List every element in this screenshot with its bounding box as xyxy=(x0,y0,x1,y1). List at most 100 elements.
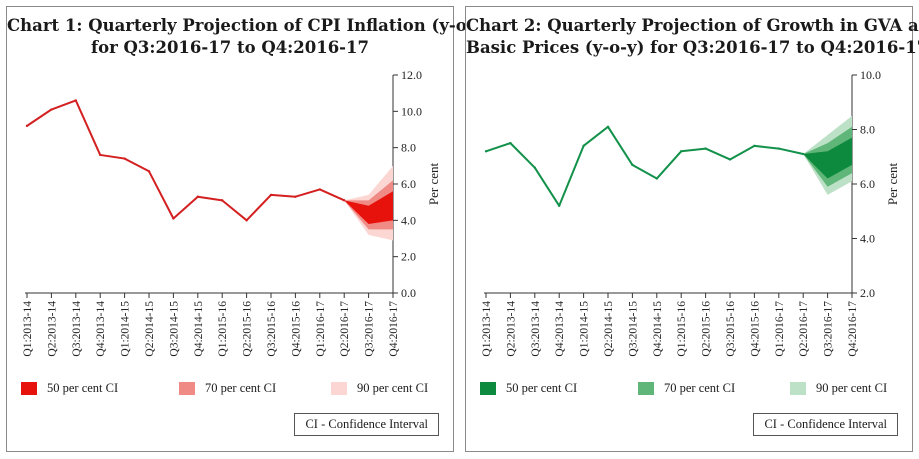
data-point xyxy=(509,141,512,145)
y-tick-label: 4.0 xyxy=(860,232,875,246)
y-tick-label: 6.0 xyxy=(860,177,875,191)
x-tick-label: Q3:2015-16 xyxy=(266,301,278,357)
legend-item-ci90: 90 per cent CI xyxy=(331,381,428,396)
data-point xyxy=(680,150,683,153)
x-tick-label: Q1:2016-17 xyxy=(315,301,327,357)
chart-title: Chart 2: Quarterly Projection of Growth … xyxy=(466,15,919,59)
x-tick-label: Q4:2014-15 xyxy=(652,301,664,357)
x-tick-label: Q1:2013-14 xyxy=(481,301,493,357)
y-axis-label: Per cent xyxy=(885,162,900,205)
series-line xyxy=(26,99,345,222)
ci-note: CI - Confidence Interval xyxy=(753,413,898,436)
x-tick-label: Q2:2015-16 xyxy=(701,301,713,357)
legend-item-ci70: 70 per cent CI xyxy=(179,381,276,396)
x-tick-label: Q4:2014-15 xyxy=(193,301,205,357)
data-point xyxy=(728,158,732,161)
x-tick-label: Q3:2014-15 xyxy=(168,301,180,357)
data-point xyxy=(802,152,805,156)
legend-item-ci70: 70 per cent CI xyxy=(638,381,735,396)
series-line xyxy=(485,125,804,207)
y-tick-label: 6.0 xyxy=(401,177,416,191)
cpi-inflation-chart-panel: Chart 1: Quarterly Projection of CPI Inf… xyxy=(6,6,491,452)
x-tick-label: Q1:2015-16 xyxy=(676,301,688,357)
x-tick-label: Q2:2016-17 xyxy=(339,301,351,357)
legend-item-ci50: 50 per cent CI xyxy=(21,381,118,396)
y-tick-label: 0.0 xyxy=(401,286,416,300)
legend-label-ci90: 90 per cent CI xyxy=(816,381,888,395)
data-point xyxy=(99,153,102,157)
data-point xyxy=(753,144,756,148)
chart-legend: 50 per cent CI 70 per cent CI 90 per cen… xyxy=(478,381,900,401)
ci50-band xyxy=(803,137,852,179)
legend-swatch-ci50 xyxy=(480,382,496,395)
x-tick-label: Q2:2016-17 xyxy=(798,301,810,357)
chart-title-line-2: Basic Prices (y-o-y) for Q3:2016-17 to Q… xyxy=(466,38,919,57)
y-tick-label: 8.0 xyxy=(860,123,875,137)
data-point xyxy=(294,195,297,198)
legend-swatch-ci70 xyxy=(179,382,195,395)
x-tick-label: Q1:2016-17 xyxy=(774,301,786,357)
x-tick-label: Q4:2016-17 xyxy=(847,301,859,357)
x-tick-label: Q2:2015-16 xyxy=(242,301,254,357)
data-point xyxy=(318,188,321,191)
x-tick-label: Q1:2013-14 xyxy=(22,301,34,357)
data-point xyxy=(533,166,536,169)
y-tick-label: 12.0 xyxy=(401,68,422,82)
chart-legend: 50 per cent CI 70 per cent CI 90 per cen… xyxy=(19,381,441,401)
legend-label-ci90: 90 per cent CI xyxy=(357,381,429,395)
data-point xyxy=(777,147,780,150)
ci50-band xyxy=(344,191,393,224)
data-point xyxy=(558,204,561,207)
data-point xyxy=(74,99,78,102)
x-tick-label: Q4:2015-16 xyxy=(290,301,302,357)
chart-title-line-1: Chart 2: Quarterly Projection of Growth … xyxy=(466,16,919,35)
y-tick-label: 10.0 xyxy=(401,104,422,118)
x-tick-label: Q3:2015-16 xyxy=(725,301,737,357)
x-tick-label: Q2:2013-14 xyxy=(46,301,58,357)
data-point xyxy=(147,170,151,173)
legend-label-ci50: 50 per cent CI xyxy=(506,381,578,395)
x-tick-label: Q4:2016-17 xyxy=(388,301,400,357)
chart-title-line-1: Chart 1: Quarterly Projection of CPI Inf… xyxy=(7,16,491,35)
x-tick-label: Q4:2013-14 xyxy=(554,301,566,357)
x-tick-label: Q3:2014-15 xyxy=(627,301,639,357)
ci-note: CI - Confidence Interval xyxy=(294,413,439,436)
x-tick-label: Q3:2013-14 xyxy=(71,301,83,357)
x-tick-label: Q1:2014-15 xyxy=(120,301,132,357)
data-point xyxy=(123,157,126,160)
y-tick-label: 8.0 xyxy=(401,141,416,155)
x-tick-label: Q2:2013-14 xyxy=(505,301,517,357)
legend-swatch-ci90 xyxy=(790,382,806,395)
legend-label-ci70: 70 per cent CI xyxy=(664,381,736,395)
x-tick-label: Q2:2014-15 xyxy=(603,301,615,357)
legend-swatch-ci90 xyxy=(331,382,347,395)
data-point xyxy=(582,144,585,148)
y-tick-label: 4.0 xyxy=(401,213,416,227)
legend-swatch-ci50 xyxy=(21,382,37,395)
legend-label-ci70: 70 per cent CI xyxy=(205,381,277,395)
data-point xyxy=(196,195,199,198)
chart-title: Chart 1: Quarterly Projection of CPI Inf… xyxy=(7,15,491,59)
legend-label-ci50: 50 per cent CI xyxy=(47,381,119,395)
x-tick-label: Q3:2016-17 xyxy=(364,301,376,357)
data-point xyxy=(221,199,224,202)
data-point xyxy=(269,193,273,197)
data-point xyxy=(655,177,658,180)
y-tick-label: 2.0 xyxy=(401,250,416,264)
data-point xyxy=(343,199,346,202)
x-tick-label: Q2:2014-15 xyxy=(144,301,156,357)
data-point xyxy=(245,219,248,222)
legend-item-ci50: 50 per cent CI xyxy=(480,381,577,396)
data-point xyxy=(631,163,634,167)
chart-title-line-2: for Q3:2016-17 to Q4:2016-17 xyxy=(90,38,369,57)
data-point xyxy=(704,147,707,150)
gva-growth-chart-panel: Chart 2: Quarterly Projection of Growth … xyxy=(465,6,919,452)
legend-item-ci90: 90 per cent CI xyxy=(790,381,887,396)
data-point xyxy=(484,150,488,153)
data-point xyxy=(606,125,610,128)
legend-swatch-ci70 xyxy=(638,382,654,395)
y-tick-label: 2.0 xyxy=(860,286,875,300)
x-tick-label: Q3:2016-17 xyxy=(823,301,835,357)
data-point xyxy=(50,108,53,111)
x-tick-label: Q4:2015-16 xyxy=(749,301,761,357)
